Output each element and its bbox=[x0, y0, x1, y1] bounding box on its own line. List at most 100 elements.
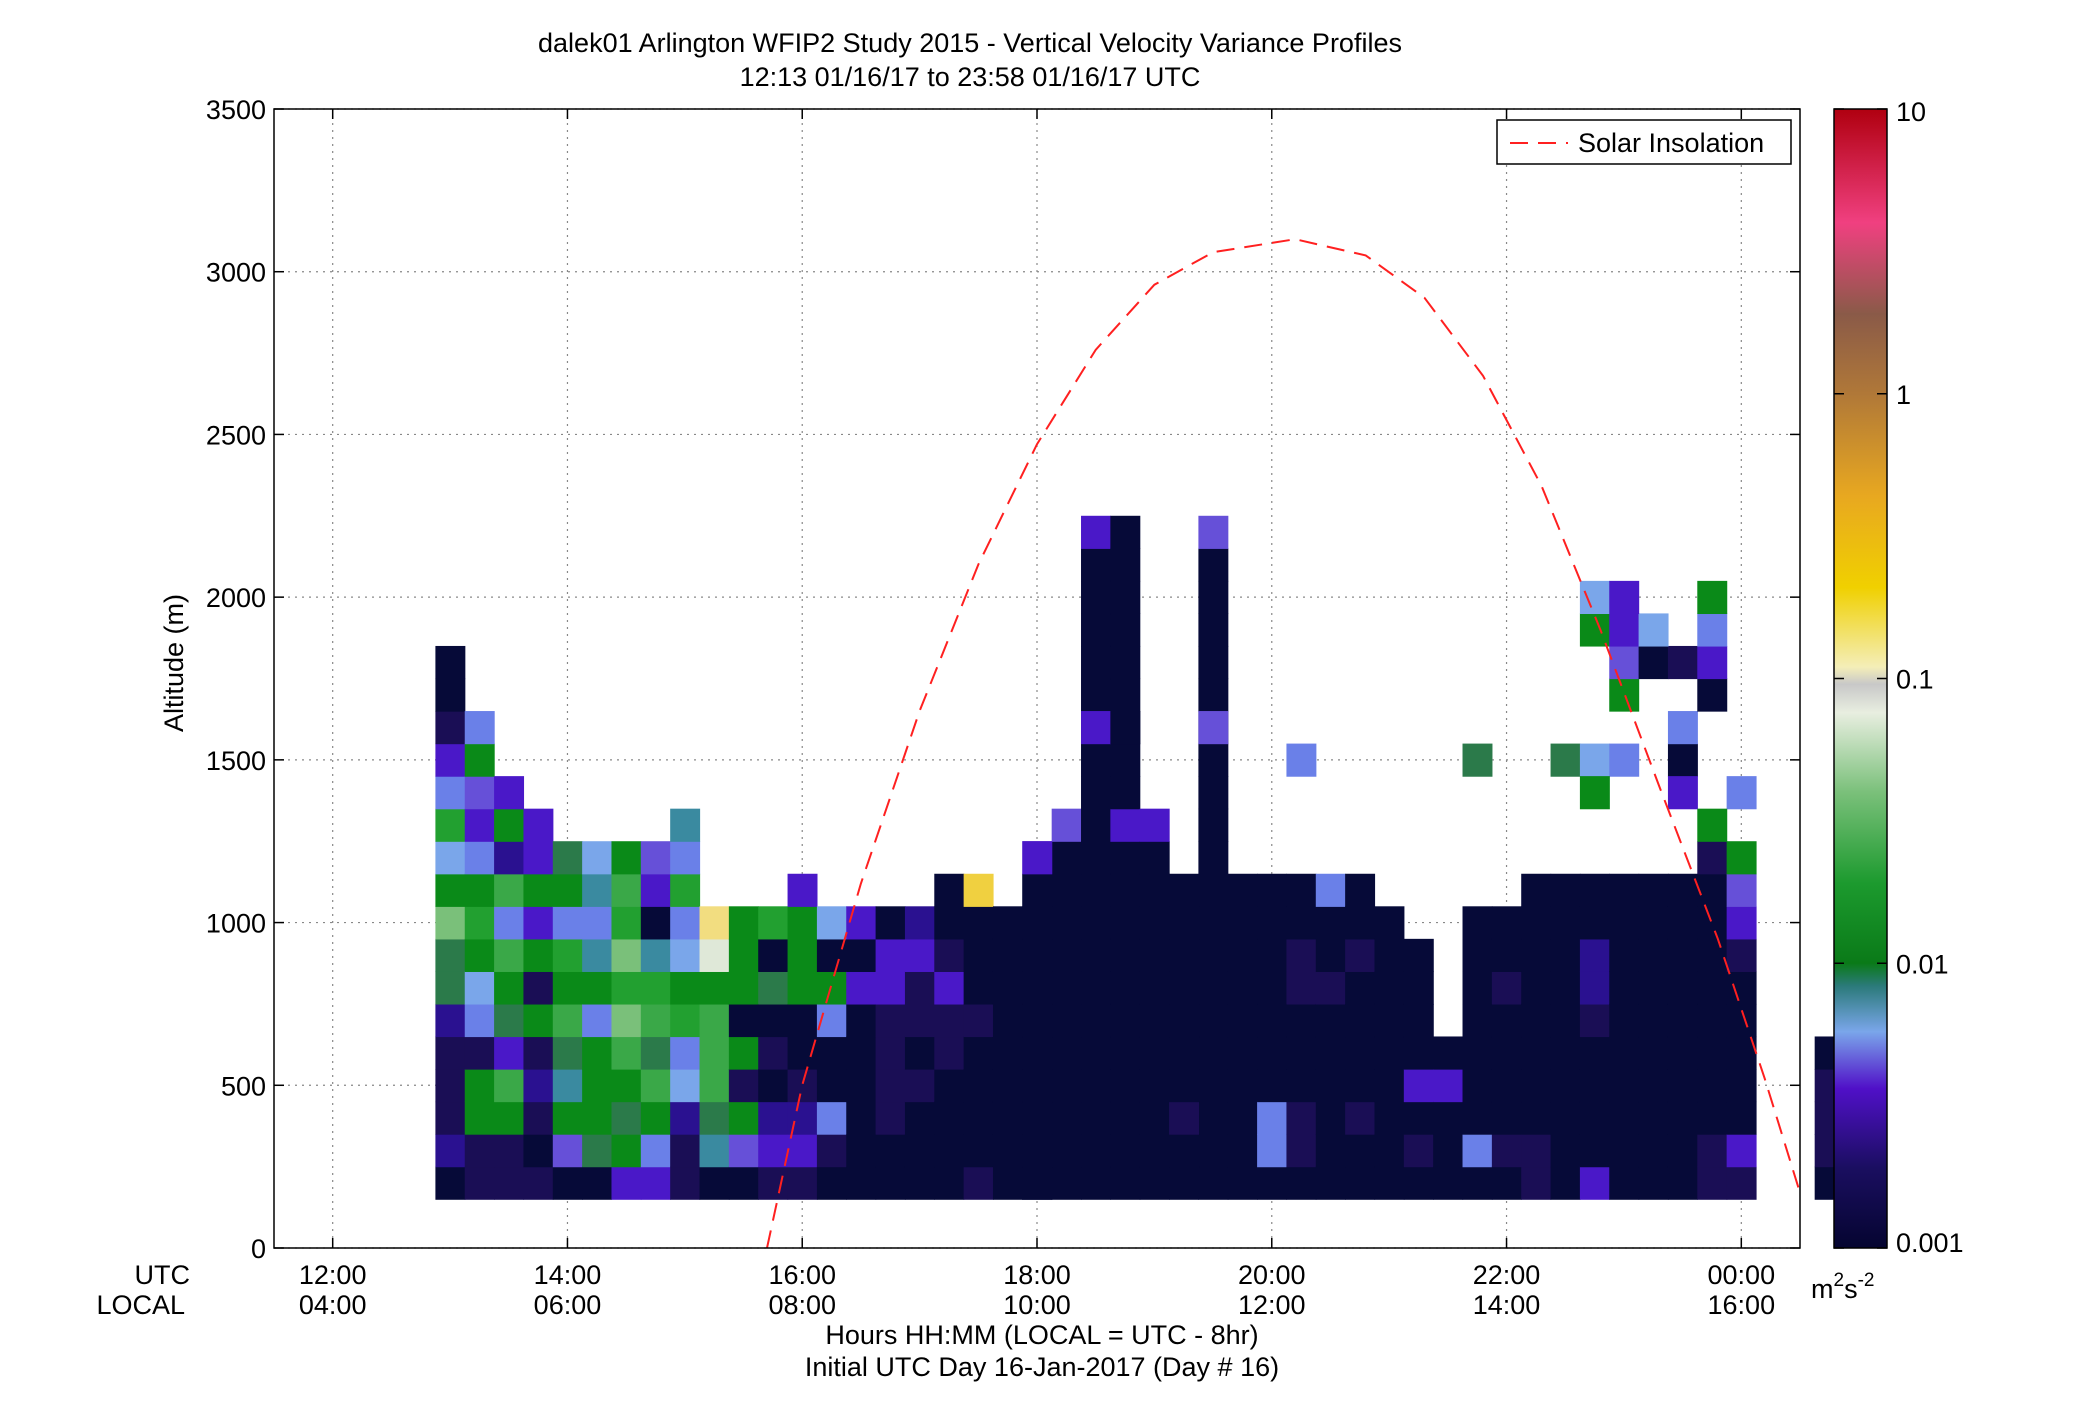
variance-cell bbox=[1609, 1069, 1640, 1103]
variance-cell bbox=[1081, 678, 1111, 712]
chart-title: dalek01 Arlington WFIP2 Study 2015 - Ver… bbox=[538, 28, 1402, 58]
variance-cell bbox=[1051, 1134, 1082, 1168]
variance-cell bbox=[1198, 515, 1229, 549]
variance-cell bbox=[992, 971, 1023, 1005]
variance-cell bbox=[1609, 678, 1640, 712]
variance-cell bbox=[816, 1134, 847, 1168]
variance-cell bbox=[1022, 1101, 1053, 1135]
variance-cell bbox=[1227, 1101, 1258, 1135]
x-tick-label-local: 16:00 bbox=[1708, 1290, 1776, 1320]
variance-cell bbox=[494, 1036, 525, 1070]
variance-cell bbox=[1198, 1069, 1229, 1103]
variance-cell bbox=[992, 1166, 1023, 1200]
variance-cell bbox=[728, 906, 759, 940]
variance-cell bbox=[1227, 906, 1258, 940]
variance-cell bbox=[1022, 1036, 1053, 1070]
variance-cell bbox=[875, 1134, 906, 1168]
variance-cell bbox=[1667, 711, 1698, 745]
variance-cell bbox=[435, 711, 466, 745]
variance-cell bbox=[1374, 906, 1405, 940]
variance-cell bbox=[1227, 1003, 1258, 1038]
variance-cell bbox=[846, 906, 877, 940]
variance-cell bbox=[494, 906, 525, 940]
local-row-label: LOCAL bbox=[96, 1290, 185, 1320]
variance-cell bbox=[1609, 1101, 1640, 1135]
variance-cell bbox=[1697, 808, 1728, 842]
variance-cell bbox=[787, 1134, 818, 1168]
variance-cell bbox=[1139, 1069, 1170, 1103]
variance-cell bbox=[1051, 1036, 1082, 1070]
variance-cell bbox=[464, 1036, 495, 1070]
variance-cell bbox=[1081, 645, 1111, 680]
variance-cell bbox=[552, 1134, 583, 1168]
variance-cell bbox=[1345, 1003, 1376, 1038]
variance-cell bbox=[1374, 1134, 1405, 1168]
x-tick-label-utc: 20:00 bbox=[1238, 1260, 1306, 1290]
variance-cell bbox=[1257, 873, 1288, 907]
y-axis-label: Altitude (m) bbox=[159, 594, 189, 732]
variance-cell bbox=[1257, 1134, 1288, 1168]
variance-cell bbox=[1726, 906, 1757, 940]
variance-cell bbox=[758, 938, 789, 972]
variance-cell bbox=[435, 808, 466, 842]
variance-cell bbox=[992, 1036, 1023, 1070]
variance-cell bbox=[758, 1003, 789, 1038]
variance-cell bbox=[1051, 1003, 1082, 1038]
variance-cell bbox=[523, 938, 554, 972]
variance-cell bbox=[904, 1166, 935, 1200]
variance-cell bbox=[552, 971, 583, 1005]
variance-cell bbox=[582, 1101, 613, 1135]
variance-cell bbox=[1139, 906, 1170, 940]
variance-cell bbox=[1257, 1069, 1288, 1103]
variance-cell bbox=[758, 1101, 789, 1135]
y-tick-label: 2000 bbox=[206, 583, 266, 613]
variance-cell bbox=[1110, 515, 1141, 549]
variance-cell bbox=[494, 1134, 525, 1168]
variance-cell bbox=[963, 1101, 994, 1135]
variance-cell bbox=[1462, 1166, 1493, 1200]
variance-cell bbox=[1198, 776, 1229, 810]
variance-cell bbox=[1081, 613, 1111, 647]
variance-cell bbox=[435, 1003, 466, 1038]
variance-cell bbox=[523, 841, 554, 875]
legend: Solar Insolation bbox=[1496, 119, 1792, 165]
variance-cell bbox=[1081, 1069, 1111, 1103]
variance-cell bbox=[435, 776, 466, 810]
variance-cell bbox=[1521, 971, 1552, 1005]
variance-cell bbox=[1374, 938, 1405, 972]
variance-cell bbox=[1697, 1134, 1728, 1168]
variance-cell bbox=[728, 1134, 759, 1168]
variance-cell bbox=[1081, 580, 1111, 615]
variance-cell bbox=[640, 1134, 671, 1168]
variance-cell bbox=[1257, 1036, 1288, 1070]
variance-cell bbox=[435, 841, 466, 875]
variance-cell bbox=[435, 1069, 466, 1103]
variance-cell bbox=[1403, 938, 1434, 972]
variance-cell bbox=[904, 1069, 935, 1103]
variance-cell bbox=[1315, 971, 1346, 1005]
variance-cell bbox=[934, 938, 965, 972]
variance-cell bbox=[1609, 743, 1640, 777]
variance-cell bbox=[904, 906, 935, 940]
variance-cell bbox=[1726, 1134, 1757, 1168]
variance-cell bbox=[816, 906, 847, 940]
variance-cell bbox=[1697, 678, 1728, 712]
y-tick-label: 3500 bbox=[206, 95, 266, 125]
variance-cell bbox=[1579, 906, 1610, 940]
variance-cell bbox=[904, 938, 935, 972]
variance-cell bbox=[1697, 1166, 1728, 1200]
variance-cell bbox=[1491, 1036, 1522, 1070]
variance-cell bbox=[1609, 938, 1640, 972]
variance-cell bbox=[1579, 1166, 1610, 1200]
variance-cell bbox=[1198, 1134, 1229, 1168]
variance-cell bbox=[552, 1036, 583, 1070]
variance-cell bbox=[699, 1166, 730, 1200]
variance-cell bbox=[1697, 1003, 1728, 1038]
variance-cell bbox=[1110, 841, 1141, 875]
variance-cell bbox=[1139, 1003, 1170, 1038]
variance-cell bbox=[816, 971, 847, 1005]
colorbar-units: m2s-2 bbox=[1811, 1270, 1874, 1304]
variance-cell bbox=[1169, 906, 1200, 940]
variance-cell bbox=[494, 1101, 525, 1135]
